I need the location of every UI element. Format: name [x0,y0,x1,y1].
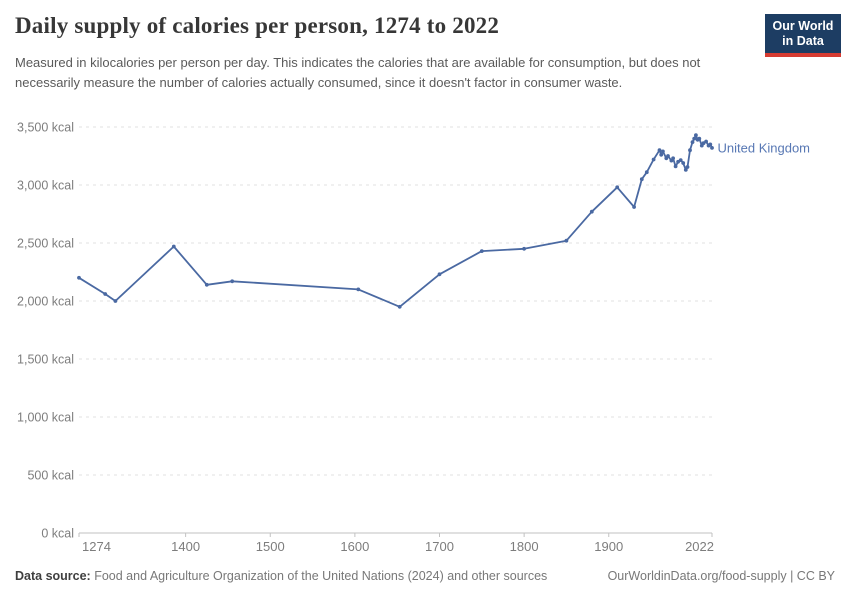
logo-line2: in Data [782,34,824,48]
datasource-label: Data source: [15,569,91,583]
footer-citation-link[interactable]: OurWorldinData.org/food-supply | CC BY [607,569,835,583]
y-tick-label: 1,500 kcal [17,353,74,367]
data-point-marker [697,136,702,141]
y-tick-label: 500 kcal [27,469,74,483]
x-tick-label: 1700 [425,539,454,554]
data-point-marker [708,142,713,147]
y-tick-label: 2,000 kcal [17,295,74,309]
data-point-marker [659,152,664,157]
data-point-marker [671,156,675,161]
data-point-marker [685,165,690,169]
data-point-marker [639,177,644,182]
x-tick-label: 1900 [594,539,623,554]
y-gridlines [79,126,712,476]
series-line[interactable] [78,134,713,308]
data-point-marker [657,148,662,153]
y-axis-labels: 0 kcal 500 kcal 1,000 kcal 1,500 kcal 2,000 … [17,121,74,541]
data-point-marker [681,161,686,165]
data-point-marker [651,157,656,162]
y-tick-label: 2,500 kcal [17,237,74,251]
x-tick-label: 1800 [510,539,539,554]
data-point-marker [692,136,697,141]
data-point-marker [564,238,569,243]
data-point-marker [204,282,209,287]
data-point-marker [704,139,708,144]
data-point-marker [171,244,176,249]
data-point-marker [678,158,683,163]
data-point-marker [688,148,692,153]
data-point-marker [694,133,698,138]
data-point-marker [661,149,665,154]
datasource-text: Food and Agriculture Organization of the… [94,569,548,583]
data-point-marker [632,205,636,209]
data-point-marker [397,304,402,309]
data-point-marker [479,249,484,254]
data-point-marker [690,140,695,145]
entity-label-united-kingdom: United Kingdom [718,140,811,155]
logo-line1: Our World [772,19,834,33]
x-tick-label: 2022 [685,539,714,554]
y-tick-label: 0 kcal [41,527,74,541]
y-tick-label: 3,000 kcal [17,179,74,193]
data-point-marker [522,246,526,251]
x-tick-label: 1500 [256,539,285,554]
data-point-marker [644,170,649,175]
data-point-marker [710,146,714,150]
series-united-kingdom[interactable] [77,133,714,309]
data-point-marker [356,287,361,292]
data-point-marker [103,292,108,296]
x-axis: 1274 1400 1500 1600 1700 1800 1900 2022 [78,532,714,554]
x-tick-label: 1600 [340,539,369,554]
footer-datasource: Data source: Food and Agriculture Organi… [15,569,547,583]
y-tick-label: 1,000 kcal [17,411,74,425]
data-point-marker [589,209,594,214]
y-tick-label: 3,500 kcal [17,121,74,135]
x-tick-label: 1400 [171,539,200,554]
data-point-marker [230,279,235,284]
page-title: Daily supply of calories per person, 127… [15,13,500,38]
data-point-marker [673,164,678,169]
owid-logo[interactable]: Our World in Data [765,14,841,57]
data-point-marker [77,275,81,280]
data-point-marker [666,154,670,158]
x-tick-label: 1274 [82,539,111,554]
data-point-marker [113,299,118,303]
chart-subtitle: Measured in kilocalories per person per … [15,55,701,90]
data-point-marker [615,185,620,190]
data-point-marker [683,168,688,172]
data-point-marker [437,272,442,277]
